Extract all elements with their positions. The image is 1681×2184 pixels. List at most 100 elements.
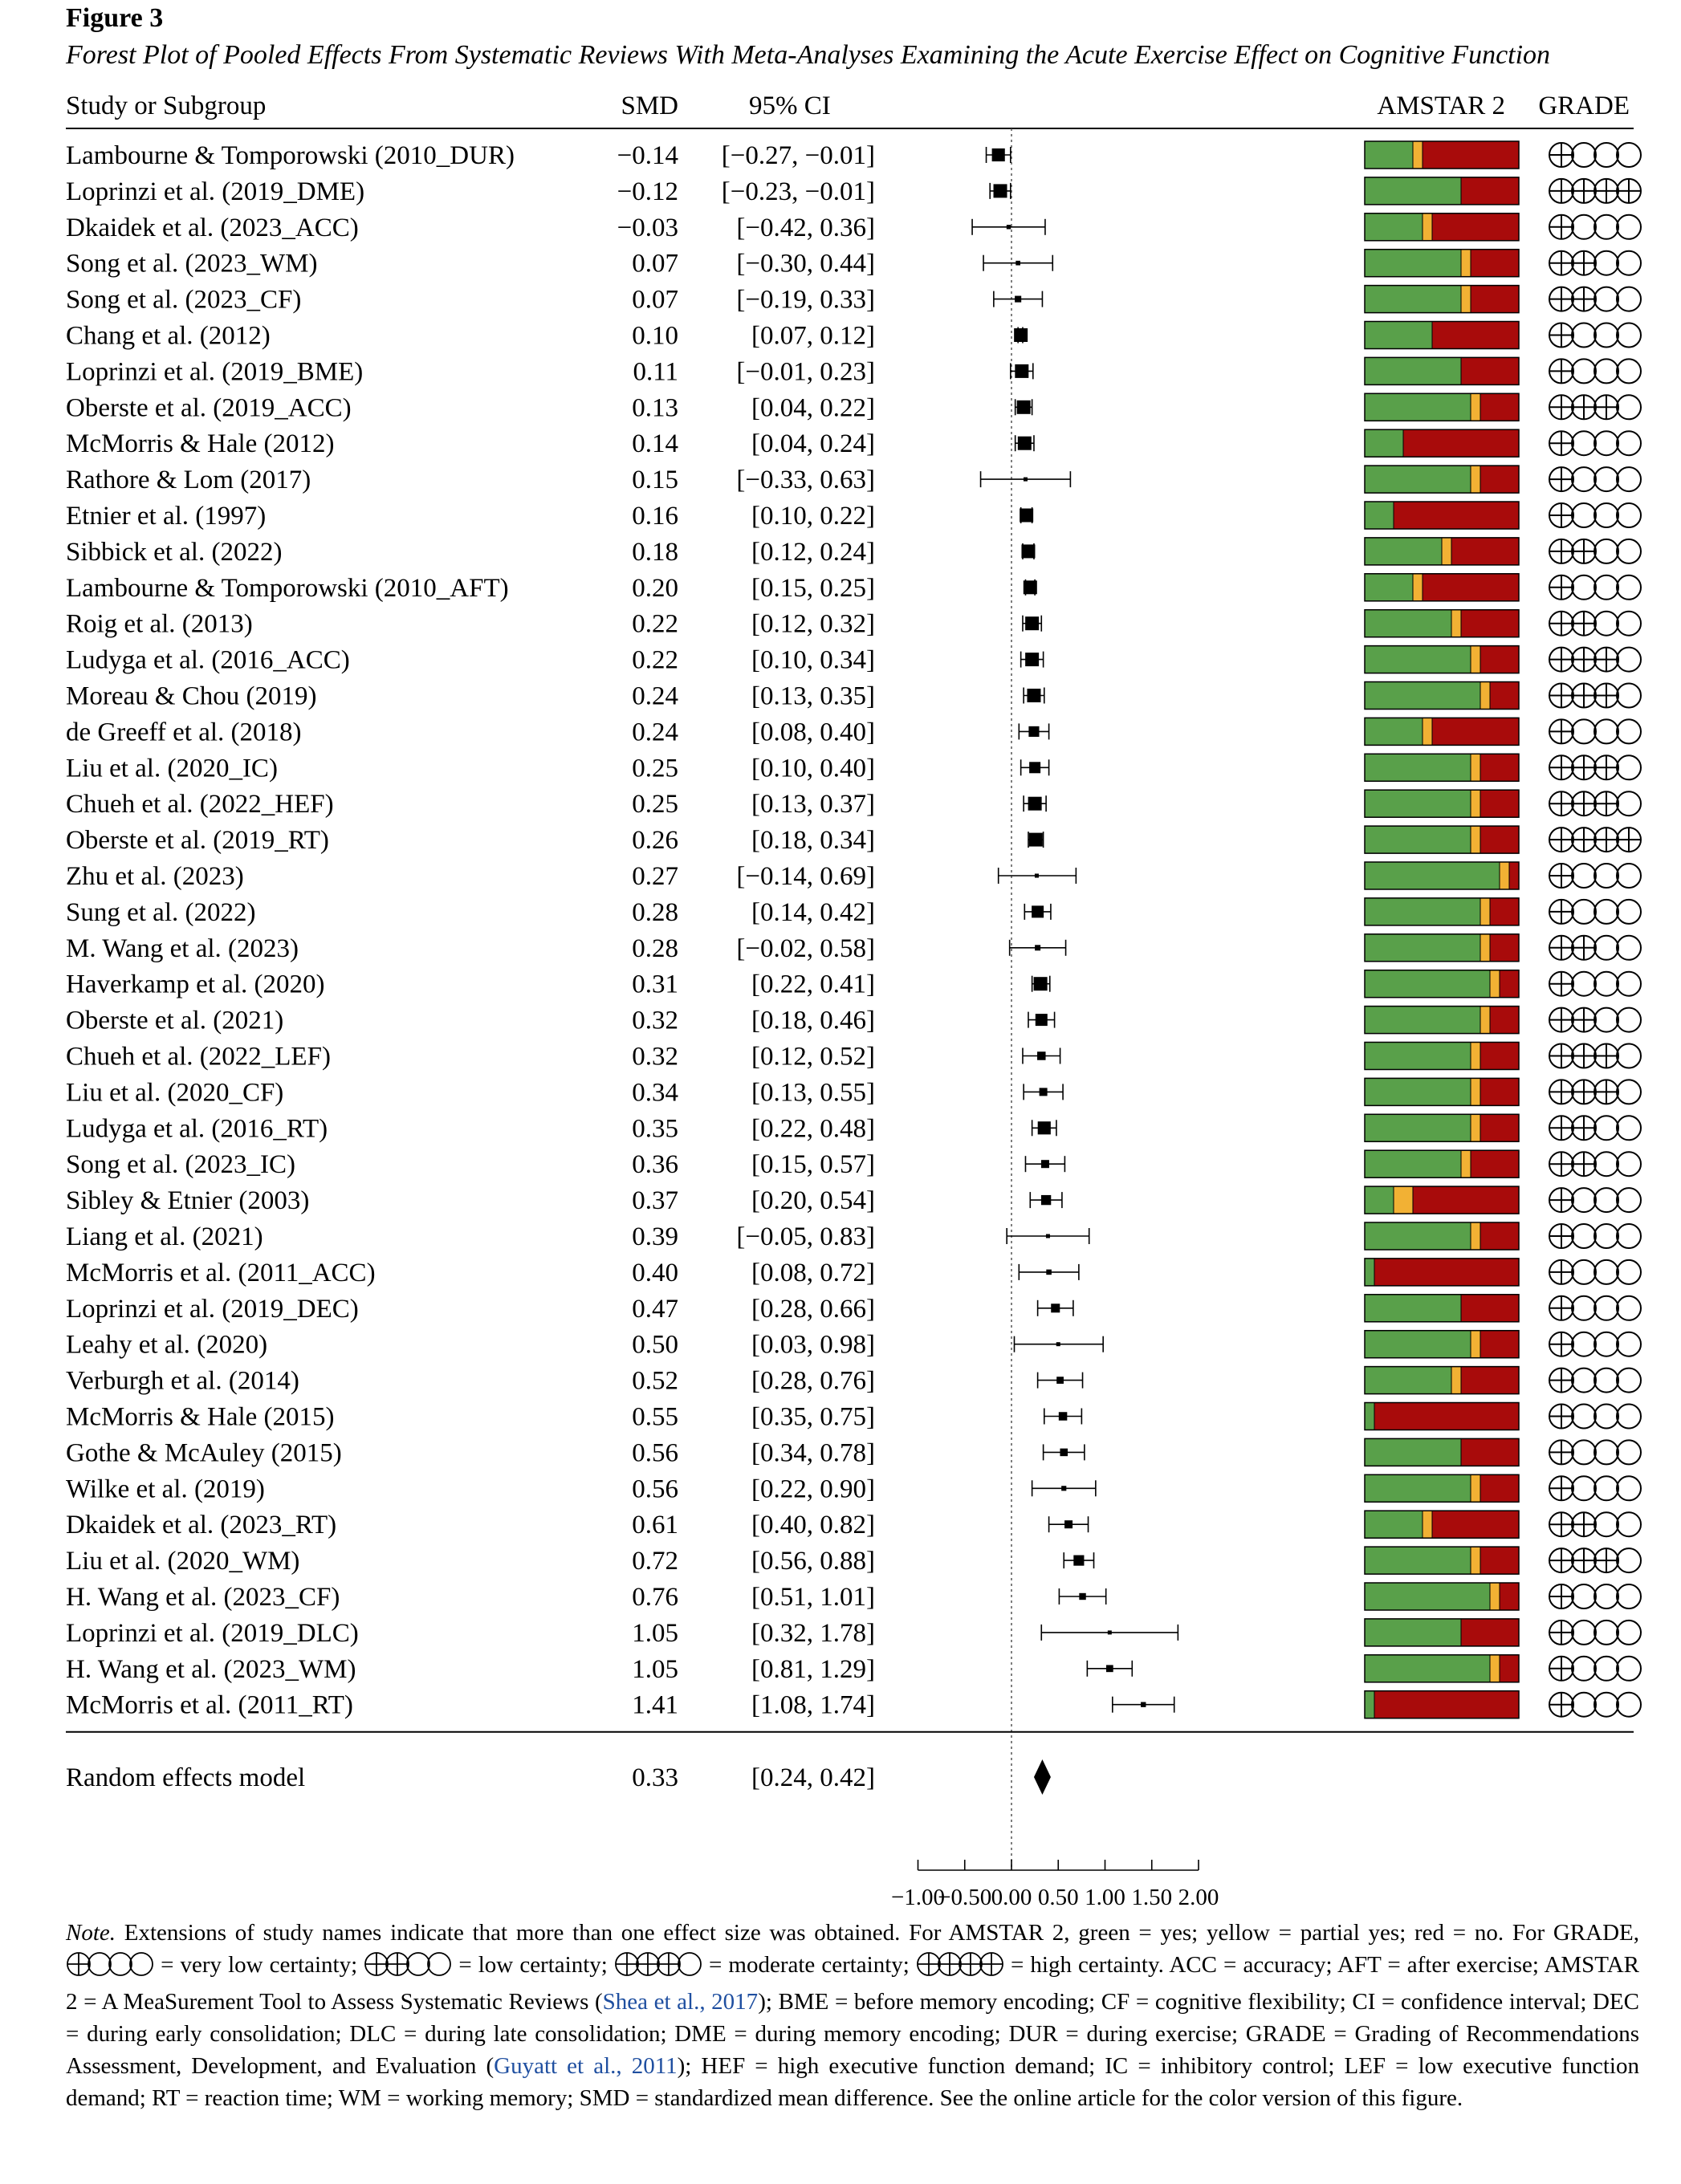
study-name: Loprinzi et al. (2019_DLC) xyxy=(66,1619,359,1648)
reference-link-shea[interactable]: Shea et al., 2017 xyxy=(602,1989,759,2015)
pooled-name: Random effects model xyxy=(66,1763,305,1792)
study-grade-icon xyxy=(1549,863,1642,889)
grade-circle xyxy=(1616,286,1642,312)
amstar-partial-segment xyxy=(1422,213,1433,242)
amstar-bar-outline xyxy=(1364,1365,1520,1395)
grade-circle xyxy=(1616,898,1642,925)
amstar-yes-segment xyxy=(1364,717,1423,746)
grade-plus xyxy=(917,1953,940,1975)
grade-circle xyxy=(1593,1223,1619,1249)
study-ci: [0.10, 0.34] xyxy=(751,646,875,675)
amstar-no-segment xyxy=(1480,1042,1520,1070)
effect-point xyxy=(991,148,1005,162)
grade-plus xyxy=(1572,828,1596,852)
study-grade-icon xyxy=(1549,574,1642,600)
amstar-no-segment xyxy=(1480,789,1520,818)
amstar-no-segment xyxy=(1480,1330,1520,1359)
effect-point xyxy=(1046,1269,1052,1275)
amstar-partial-segment xyxy=(1480,933,1491,962)
grade-circle xyxy=(1593,1151,1619,1177)
study-grade-icon xyxy=(1549,250,1642,276)
effect-point xyxy=(1020,508,1034,523)
study-ci: [0.32, 1.78] xyxy=(751,1619,875,1648)
grade-circle xyxy=(1571,142,1597,168)
grade-circle xyxy=(1616,1367,1642,1393)
amstar-bar-outline xyxy=(1364,645,1520,674)
study-smd: 1.05 xyxy=(632,1655,678,1684)
amstar-partial-segment xyxy=(1480,1006,1491,1035)
grade-plus xyxy=(1549,1043,1573,1068)
study-smd: 0.07 xyxy=(632,250,678,279)
study-grade-icon xyxy=(1549,1439,1642,1466)
study-ci: [0.56, 0.88] xyxy=(751,1547,875,1576)
amstar-no-segment xyxy=(1489,897,1520,926)
amstar-partial-segment xyxy=(1470,1222,1481,1251)
amstar-no-segment xyxy=(1374,1690,1520,1719)
amstar-bar-outline xyxy=(1364,248,1520,278)
study-grade-icon xyxy=(1549,1115,1642,1141)
grade-plus xyxy=(1549,719,1573,744)
effect-point xyxy=(1027,689,1041,702)
study-name: Loprinzi et al. (2019_BME) xyxy=(66,357,363,386)
amstar-no-segment xyxy=(1422,140,1520,169)
effect-point xyxy=(1028,796,1042,811)
grade-plus xyxy=(1549,1656,1573,1681)
effect-point xyxy=(1040,1160,1049,1169)
study-grade-icon xyxy=(1549,827,1642,853)
grade-circle xyxy=(1616,718,1642,745)
study-smd: 0.37 xyxy=(632,1186,678,1215)
study-smd: 0.26 xyxy=(632,826,678,855)
grade-plus xyxy=(1572,1512,1596,1537)
grade-circle xyxy=(1593,934,1619,961)
study-smd: 0.32 xyxy=(632,1007,678,1035)
grade-circle xyxy=(1593,898,1619,925)
amstar-no-segment xyxy=(1460,1438,1520,1466)
effect-point xyxy=(1025,616,1040,631)
grade-circle xyxy=(1571,1187,1597,1214)
effect-point xyxy=(1045,1234,1050,1238)
study-smd: 0.20 xyxy=(632,574,678,603)
pooled-diamond xyxy=(1033,1759,1051,1795)
grade-plus xyxy=(1549,1007,1573,1032)
amstar-bar-outline xyxy=(1364,1005,1520,1035)
study-name: Chang et al. (2012) xyxy=(66,322,271,351)
grade-circle xyxy=(1571,1584,1597,1609)
header-smd: SMD xyxy=(621,92,678,120)
grade-plus xyxy=(1594,755,1618,780)
grade-plus xyxy=(1549,1224,1573,1248)
amstar-no-segment xyxy=(1489,681,1520,710)
study-name: Dkaidek et al. (2023_RT) xyxy=(66,1511,336,1539)
study-smd: 0.24 xyxy=(632,682,678,711)
grade-plus xyxy=(1549,395,1573,420)
amstar-partial-segment xyxy=(1470,1330,1481,1359)
grade-plus xyxy=(1594,683,1618,708)
study-smd: 0.24 xyxy=(632,718,678,746)
amstar-yes-segment xyxy=(1364,609,1452,638)
study-name: de Greeff et al. (2018) xyxy=(66,718,302,746)
study-ci: [0.51, 1.01] xyxy=(751,1583,875,1612)
effect-point xyxy=(1141,1702,1146,1707)
study-grade-icon xyxy=(1549,970,1642,997)
reference-link-guyatt[interactable]: Guyatt et al., 2011 xyxy=(494,2053,678,2079)
amstar-bar-outline xyxy=(1364,177,1520,205)
effect-point xyxy=(1023,580,1037,595)
study-smd: 0.15 xyxy=(632,466,678,494)
study-smd: 0.55 xyxy=(632,1403,678,1432)
grade-circle xyxy=(1616,682,1642,709)
amstar-bar-outline xyxy=(1364,1510,1520,1539)
grade-plus xyxy=(1549,1512,1573,1537)
x-tick-label: 1.50 xyxy=(1131,1885,1172,1910)
grade-plus xyxy=(1549,1620,1573,1645)
grade-circle xyxy=(1593,142,1619,168)
grade-circle xyxy=(1593,1331,1619,1357)
amstar-no-segment xyxy=(1470,249,1520,278)
study-grade-icon xyxy=(1549,718,1642,745)
amstar-yes-segment xyxy=(1364,861,1500,890)
amstar-yes-segment xyxy=(1364,213,1423,242)
effect-point xyxy=(1023,477,1028,482)
amstar-no-segment xyxy=(1480,825,1520,854)
study-ci: [0.18, 0.46] xyxy=(751,1007,875,1035)
amstar-bar-outline xyxy=(1364,465,1520,494)
header-amstar: AMSTAR 2 xyxy=(1377,92,1505,120)
grade-circle xyxy=(1616,1151,1642,1177)
